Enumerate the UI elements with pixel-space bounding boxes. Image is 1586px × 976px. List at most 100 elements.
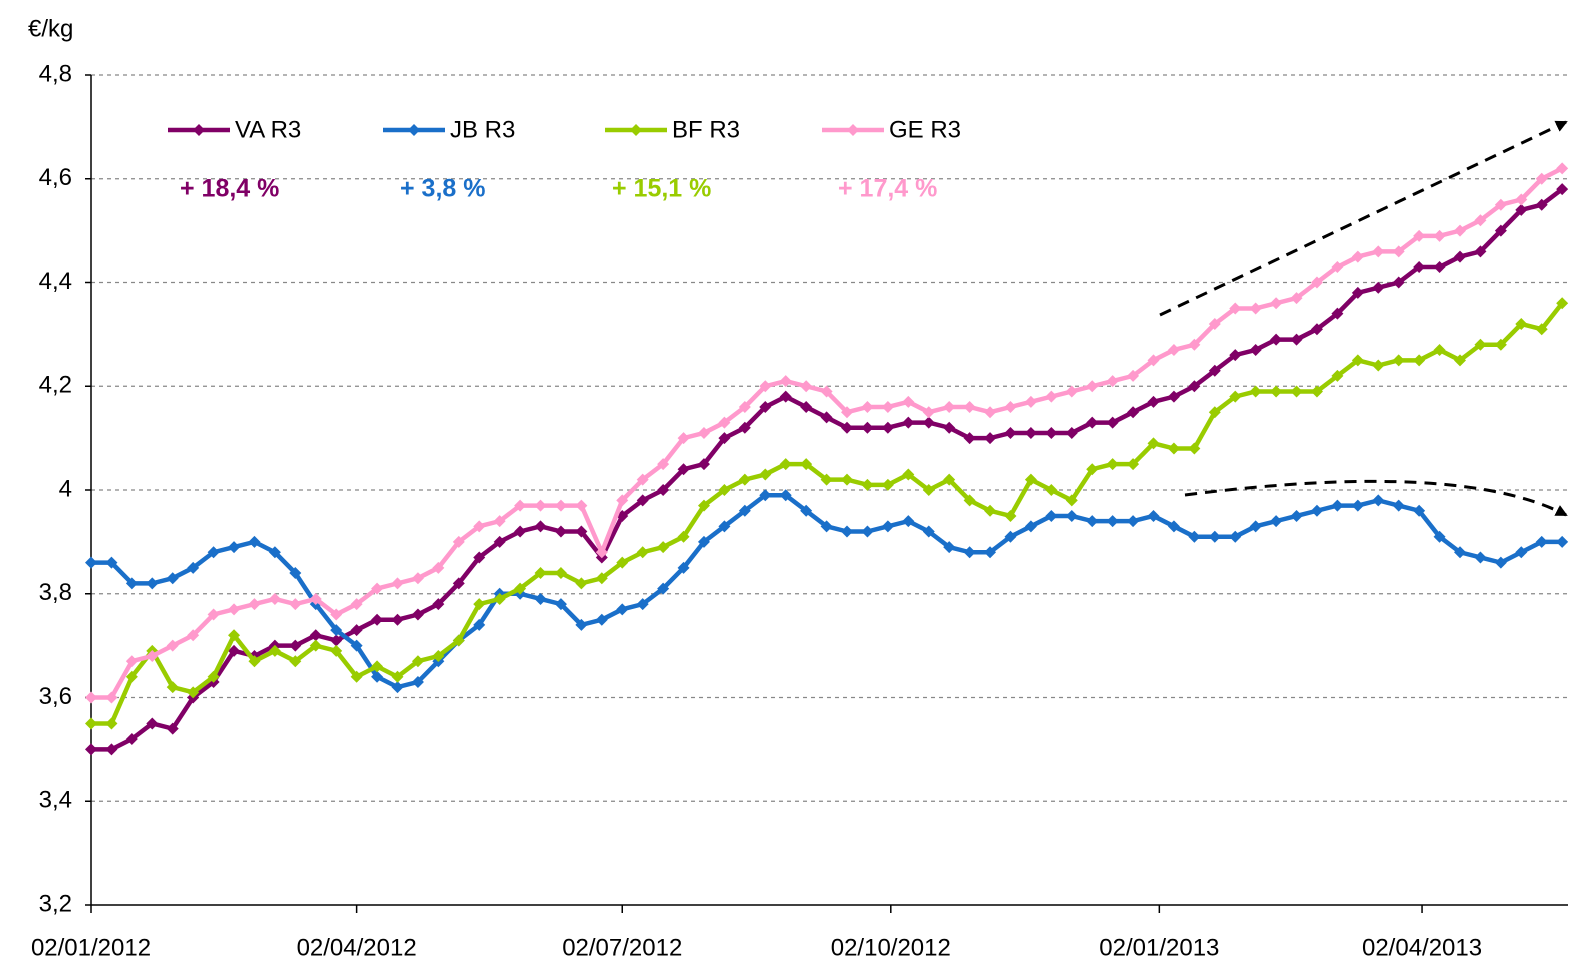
legend-label: VA R3: [235, 116, 301, 143]
data-point: [1474, 338, 1487, 351]
data-point: [1167, 390, 1180, 403]
data-point: [963, 494, 976, 507]
data-point: [922, 484, 935, 496]
annotation: + 17,4 %: [838, 175, 937, 203]
data-point: [1127, 515, 1140, 528]
data-point: [1515, 546, 1528, 559]
data-point: [1556, 297, 1569, 310]
data-point: [1331, 307, 1344, 320]
data-point: [1065, 426, 1078, 439]
data-point: [575, 618, 588, 631]
data-point: [984, 406, 997, 419]
data-point: [881, 401, 894, 413]
data-point: [861, 421, 874, 434]
data-point: [1147, 354, 1160, 367]
data-point: [228, 603, 241, 616]
data-point: [1045, 484, 1058, 496]
data-point: [1310, 385, 1323, 398]
data-point: [514, 525, 527, 538]
data-point: [1372, 359, 1385, 372]
data-point: [1433, 260, 1446, 273]
data-point: [371, 670, 384, 683]
data-point: [1249, 385, 1262, 398]
data-point: [554, 499, 567, 512]
data-point: [718, 432, 731, 445]
data-point: [125, 733, 138, 745]
legend-marker: [193, 124, 205, 136]
data-point: [677, 463, 690, 476]
data-point: [902, 395, 915, 408]
data-point: [820, 385, 833, 398]
legend-marker: [847, 124, 859, 136]
data-point: [330, 634, 343, 647]
y-axis-unit: €/kg: [28, 15, 73, 42]
data-point: [493, 592, 506, 605]
data-point: [718, 416, 731, 429]
data-point: [1229, 302, 1242, 315]
data-point: [1106, 458, 1119, 471]
x-tick-label: 02/10/2012: [831, 934, 951, 961]
data-point: [820, 520, 833, 533]
data-point: [779, 390, 792, 403]
data-point: [1270, 515, 1283, 528]
data-point: [1229, 349, 1242, 362]
data-point: [779, 458, 792, 471]
data-point: [1515, 318, 1528, 330]
data-point: [1535, 535, 1548, 548]
trend-arrow: [1159, 120, 1568, 317]
data-point: [1433, 229, 1446, 242]
data-point: [861, 525, 874, 538]
data-point: [759, 380, 772, 393]
data-point: [595, 613, 608, 626]
legend-label: GE R3: [889, 116, 961, 143]
data-point: [105, 556, 118, 569]
data-point: [187, 561, 200, 574]
data-point: [248, 598, 261, 611]
data-point: [1556, 162, 1569, 175]
data-point: [1024, 473, 1037, 486]
data-point: [1249, 343, 1262, 356]
data-point: [207, 670, 220, 683]
data-point: [1004, 509, 1017, 522]
data-point: [902, 515, 915, 528]
data-point: [738, 504, 751, 517]
data-point: [289, 639, 302, 652]
data-point: [1515, 203, 1528, 216]
data-point: [636, 494, 649, 507]
data-point: [1351, 250, 1364, 263]
data-point: [554, 567, 567, 579]
data-point: [922, 406, 935, 419]
annotation: + 15,1 %: [612, 175, 711, 203]
data-point: [330, 644, 343, 657]
x-tick-label: 02/07/2012: [562, 934, 682, 961]
data-point: [902, 468, 915, 481]
data-point: [85, 691, 97, 704]
data-point: [1045, 509, 1058, 522]
data-point: [1229, 390, 1242, 403]
data-point: [330, 608, 343, 621]
data-point: [1167, 343, 1180, 356]
data-point: [85, 717, 97, 730]
y-tick-label: 3,6: [39, 683, 72, 710]
data-point: [759, 468, 772, 481]
legend-label: JB R3: [450, 116, 515, 143]
data-point: [105, 743, 118, 756]
data-point: [1331, 499, 1344, 512]
data-point: [1127, 458, 1140, 471]
data-point: [1535, 323, 1548, 336]
data-point: [800, 458, 813, 471]
data-point: [616, 603, 629, 616]
data-point: [1331, 260, 1344, 273]
data-point: [1290, 385, 1303, 398]
data-point: [1106, 416, 1119, 429]
data-point: [616, 494, 629, 507]
data-point: [718, 520, 731, 533]
data-point: [1310, 276, 1323, 289]
y-tick-label: 4,6: [39, 164, 72, 191]
x-tick-label: 02/04/2013: [1362, 934, 1482, 961]
data-point: [473, 551, 486, 564]
data-point: [289, 567, 302, 579]
data-point: [1535, 172, 1548, 185]
data-point: [350, 639, 363, 652]
data-point: [309, 629, 322, 642]
